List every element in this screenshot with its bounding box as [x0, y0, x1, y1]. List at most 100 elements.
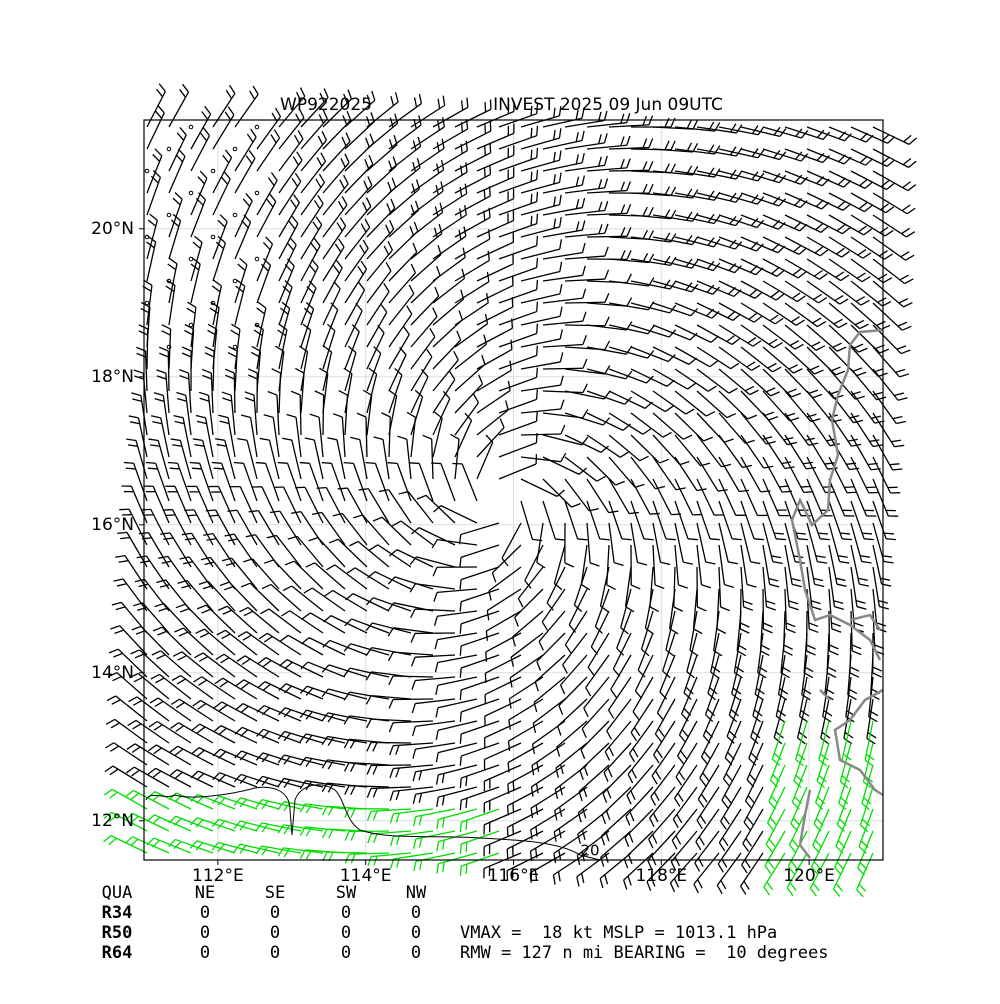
y-tick-label: 20°N [91, 219, 134, 239]
barb-tick [366, 463, 376, 464]
barb-tick [163, 510, 173, 511]
barb-tick [908, 161, 916, 167]
barb-tick [650, 513, 660, 514]
barb-tick [278, 463, 288, 464]
barb-tick [490, 165, 491, 175]
barb-tick [511, 340, 512, 350]
barb-tick [146, 463, 156, 464]
barb-tick [903, 159, 911, 165]
barb-tick [537, 214, 538, 224]
barb-tick [165, 515, 175, 516]
barb-tick [600, 879, 603, 888]
barb-tick [537, 390, 538, 400]
barb-tick [605, 875, 608, 884]
barb-tick [131, 793, 139, 799]
barb-tick [460, 756, 461, 766]
barb-tick [127, 744, 135, 750]
barb-staff [323, 395, 324, 435]
barb-tick [718, 864, 723, 872]
barb-tick [214, 468, 224, 469]
barb-tick [901, 228, 909, 233]
barb-tick [886, 539, 896, 540]
title-right: INVEST 2025 09 Jun 09UTC [493, 95, 723, 115]
barb-tick [891, 440, 901, 441]
barb-tick [466, 798, 467, 808]
barb-tick [109, 649, 118, 653]
barb-tick [460, 734, 461, 744]
barb-tick [184, 510, 194, 511]
barb-tick [132, 747, 140, 753]
barb-tick [531, 150, 532, 160]
barb-tick [132, 770, 140, 776]
barb-tick [132, 399, 142, 402]
barb-tick [437, 864, 438, 874]
barb-tick [600, 539, 610, 540]
barb-tick [158, 105, 164, 112]
barb-tick [489, 208, 490, 218]
barb-tick [624, 880, 627, 889]
x-tick-label: 112°E [192, 866, 244, 886]
barb-tick [537, 192, 538, 202]
barb-tick [840, 533, 850, 534]
barb-tick [105, 743, 113, 748]
table-header: SE [265, 883, 285, 903]
barb-tick [230, 85, 235, 93]
barb-tick [798, 539, 808, 540]
barb-tick [787, 888, 793, 896]
barb-tick [130, 422, 140, 424]
y-tick-label: 18°N [91, 367, 134, 387]
barb-tick [113, 579, 123, 581]
table-header: NE [195, 883, 215, 903]
barb-tick [741, 886, 746, 894]
barb-tick [443, 862, 444, 872]
barb-tick [537, 302, 538, 312]
barb-tick [767, 882, 773, 890]
barb-tick [622, 539, 632, 540]
table-cell: 0 [270, 903, 280, 923]
barb-tick [531, 216, 532, 226]
barb-tick [507, 827, 508, 837]
barb-tick [338, 488, 348, 489]
barb-tick [537, 148, 538, 158]
barb-tick [209, 515, 219, 516]
table-cell: 0 [411, 923, 421, 943]
barb-tick [159, 84, 165, 92]
barb-tick [155, 111, 161, 118]
barb-tick [192, 468, 202, 469]
x-tick-label: 120°E [783, 866, 835, 886]
table-cell: R34 [102, 903, 133, 923]
barb-tick [834, 889, 840, 897]
barb-tick [899, 299, 908, 303]
barb-tick [466, 776, 467, 786]
barb-tick [857, 890, 864, 897]
barb-tick [892, 469, 902, 470]
barb-tick [745, 860, 750, 868]
table-header: SW [336, 883, 357, 903]
barb-tick [344, 463, 354, 464]
barb-tick [180, 89, 186, 97]
barb-tick [168, 463, 178, 464]
barb-tick [710, 539, 720, 540]
barb-tick [537, 126, 538, 136]
barb-tick [818, 533, 828, 534]
table-cell: 0 [270, 943, 280, 963]
barb-tick [256, 463, 266, 464]
barb-tick [904, 303, 913, 307]
barb-tick [537, 258, 538, 268]
barb-tick [537, 324, 538, 334]
barb-tick [486, 652, 487, 662]
barb-tick [907, 208, 915, 214]
barb-staff [565, 302, 605, 303]
barb-tick [409, 463, 419, 464]
barb-tick [104, 789, 112, 795]
barb-tick [466, 842, 467, 852]
barb-tick [396, 92, 399, 102]
barb-tick [536, 433, 537, 443]
barb-tick [721, 880, 726, 889]
barb-tick [443, 96, 444, 106]
table-cell: 0 [341, 903, 351, 923]
barb-tick [466, 820, 467, 830]
barb-staff [300, 395, 301, 435]
barb-tick [317, 488, 327, 489]
barb-tick [190, 463, 200, 464]
